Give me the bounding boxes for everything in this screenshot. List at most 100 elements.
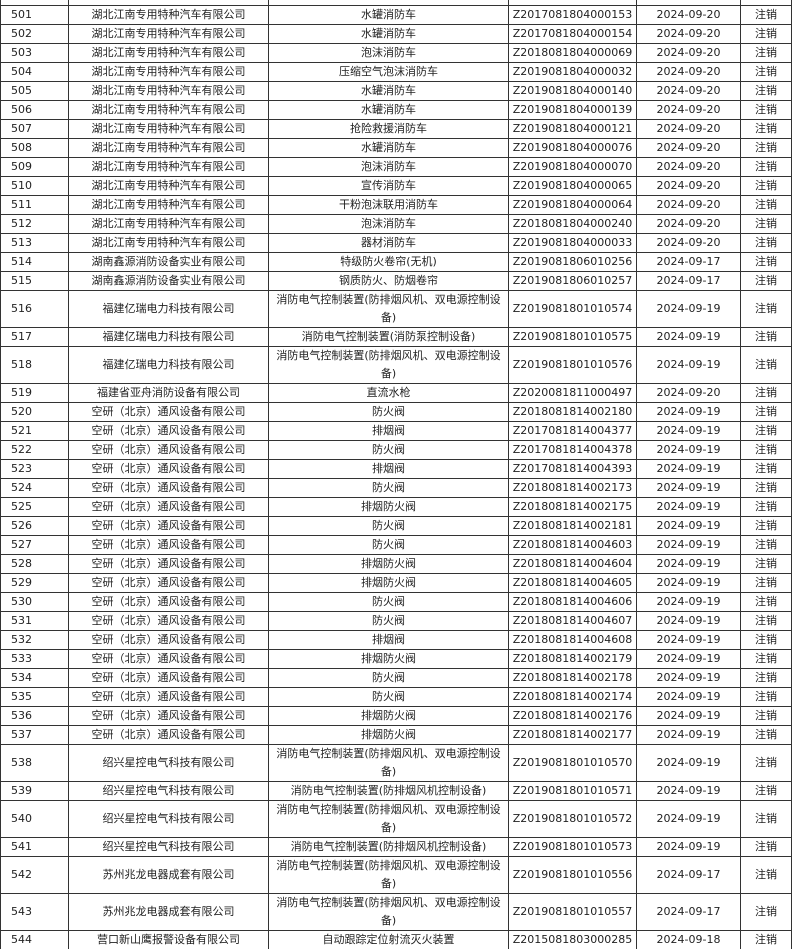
- certificate-number: Z2019081801010572: [508, 800, 637, 838]
- company: 湖北江南专用特种汽车有限公司: [68, 233, 269, 253]
- table-row: 534 空研（北京）通风设备有限公司 防火阀 Z2018081814002178 202…: [0, 668, 792, 688]
- table-row: 502 湖北江南专用特种汽车有限公司 水罐消防车 Z2017081804000154 2…: [0, 24, 792, 44]
- product: 水罐消防车: [268, 24, 509, 44]
- status: 注销: [740, 290, 792, 328]
- product: 排烟阀: [268, 630, 509, 650]
- date: 2024-09-19: [636, 706, 741, 726]
- table-row: 506 湖北江南专用特种汽车有限公司 水罐消防车 Z2019081804000139 2…: [0, 100, 792, 120]
- status: 注销: [740, 554, 792, 574]
- product: 消防电气控制装置(防排烟风机、双电源控制设备): [268, 346, 509, 384]
- table-row: 505 湖北江南专用特种汽车有限公司 水罐消防车 Z2019081804000140 2…: [0, 81, 792, 101]
- certificate-number: Z2017081804000154: [508, 24, 637, 44]
- row-number: 518: [0, 346, 69, 384]
- status: 注销: [740, 421, 792, 441]
- date: 2024-09-19: [636, 781, 741, 801]
- product: 消防电气控制装置(防排烟风机、双电源控制设备): [268, 800, 509, 838]
- product: 排烟防火阀: [268, 497, 509, 517]
- status: 注销: [740, 62, 792, 82]
- status: 注销: [740, 837, 792, 857]
- product: 抢险救援消防车: [268, 119, 509, 139]
- table-row: 533 空研（北京）通风设备有限公司 排烟防火阀 Z2018081814002179 2…: [0, 649, 792, 669]
- date: 2024-09-20: [636, 100, 741, 120]
- table-row: 516 福建亿瑞电力科技有限公司 消防电气控制装置(防排烟风机、双电源控制设备) Z2…: [0, 290, 792, 328]
- certificate-number: Z2017081814004378: [508, 440, 637, 460]
- status: 注销: [740, 24, 792, 44]
- status: 注销: [740, 5, 792, 25]
- certificate-number: Z2020081811000497: [508, 383, 637, 403]
- date: 2024-09-20: [636, 24, 741, 44]
- product: 特级防火卷帘(无机): [268, 252, 509, 272]
- row-number: 508: [0, 138, 69, 158]
- product: 排烟阀: [268, 459, 509, 479]
- status: 注销: [740, 668, 792, 688]
- company: 空研（北京）通风设备有限公司: [68, 649, 269, 669]
- status: 注销: [740, 233, 792, 253]
- row-number: 544: [0, 930, 69, 949]
- date: 2024-09-19: [636, 421, 741, 441]
- company: 湖北江南专用特种汽车有限公司: [68, 138, 269, 158]
- table-row: 535 空研（北京）通风设备有限公司 防火阀 Z2018081814002174 202…: [0, 687, 792, 707]
- certificate-number: Z2019081801010574: [508, 290, 637, 328]
- table-row: 501 湖北江南专用特种汽车有限公司 水罐消防车 Z2017081804000153 2…: [0, 5, 792, 25]
- row-number: 540: [0, 800, 69, 838]
- table-row: 515 湖南鑫源消防设备实业有限公司 钢质防火、防烟卷帘 Z2019081806010…: [0, 271, 792, 291]
- table-row: 517 福建亿瑞电力科技有限公司 消防电气控制装置(消防泵控制设备) Z2019081…: [0, 327, 792, 347]
- company: 福建亿瑞电力科技有限公司: [68, 327, 269, 347]
- company: 湖北江南专用特种汽车有限公司: [68, 62, 269, 82]
- product: 消防电气控制装置(防排烟风机、双电源控制设备): [268, 290, 509, 328]
- certificate-number: Z2018081814004607: [508, 611, 637, 631]
- certificate-number: Z2019081801010573: [508, 837, 637, 857]
- status: 注销: [740, 516, 792, 536]
- table-row: 539 绍兴星控电气科技有限公司 消防电气控制装置(防排烟风机控制设备) Z20190…: [0, 781, 792, 801]
- company: 福建省亚舟消防设备有限公司: [68, 383, 269, 403]
- status: 注销: [740, 271, 792, 291]
- date: 2024-09-19: [636, 725, 741, 745]
- company: 空研（北京）通风设备有限公司: [68, 421, 269, 441]
- certificate-number: Z2019081804000139: [508, 100, 637, 120]
- certificate-number: Z2019081801010575: [508, 327, 637, 347]
- table-row: 511 湖北江南专用特种汽车有限公司 干粉泡沫联用消防车 Z2019081804000…: [0, 195, 792, 215]
- product: 排烟防火阀: [268, 554, 509, 574]
- row-number: 535: [0, 687, 69, 707]
- certificate-number: Z2019081804000070: [508, 157, 637, 177]
- certificate-number: Z2019081804000033: [508, 233, 637, 253]
- status: 注销: [740, 535, 792, 555]
- table-row: 507 湖北江南专用特种汽车有限公司 抢险救援消防车 Z201908180400012…: [0, 119, 792, 139]
- company: 绍兴星控电气科技有限公司: [68, 781, 269, 801]
- status: 注销: [740, 687, 792, 707]
- status: 注销: [740, 157, 792, 177]
- product: 水罐消防车: [268, 138, 509, 158]
- row-number: 513: [0, 233, 69, 253]
- status: 注销: [740, 43, 792, 63]
- status: 注销: [740, 497, 792, 517]
- date: 2024-09-19: [636, 327, 741, 347]
- status: 注销: [740, 195, 792, 215]
- date: 2024-09-20: [636, 157, 741, 177]
- product: 防火阀: [268, 535, 509, 555]
- row-number: 531: [0, 611, 69, 631]
- company: 绍兴星控电气科技有限公司: [68, 744, 269, 782]
- company: 空研（北京）通风设备有限公司: [68, 478, 269, 498]
- table-row: 520 空研（北京）通风设备有限公司 防火阀 Z2018081814002180 202…: [0, 402, 792, 422]
- certificate-number: Z2018081804000240: [508, 214, 637, 234]
- date: 2024-09-17: [636, 856, 741, 894]
- product: 泡沫消防车: [268, 43, 509, 63]
- row-number: 501: [0, 5, 69, 25]
- company: 苏州兆龙电器成套有限公司: [68, 893, 269, 931]
- row-number: 504: [0, 62, 69, 82]
- date: 2024-09-19: [636, 668, 741, 688]
- row-number: 505: [0, 81, 69, 101]
- status: 注销: [740, 630, 792, 650]
- certificate-number: Z2018081814002178: [508, 668, 637, 688]
- status: 注销: [740, 402, 792, 422]
- row-number: 534: [0, 668, 69, 688]
- company: 空研（北京）通风设备有限公司: [68, 687, 269, 707]
- certificate-number: Z2019081804000065: [508, 176, 637, 196]
- company: 营口新山鹰报警设备有限公司: [68, 930, 269, 949]
- row-number: 539: [0, 781, 69, 801]
- product: 排烟防火阀: [268, 649, 509, 669]
- product: 防火阀: [268, 440, 509, 460]
